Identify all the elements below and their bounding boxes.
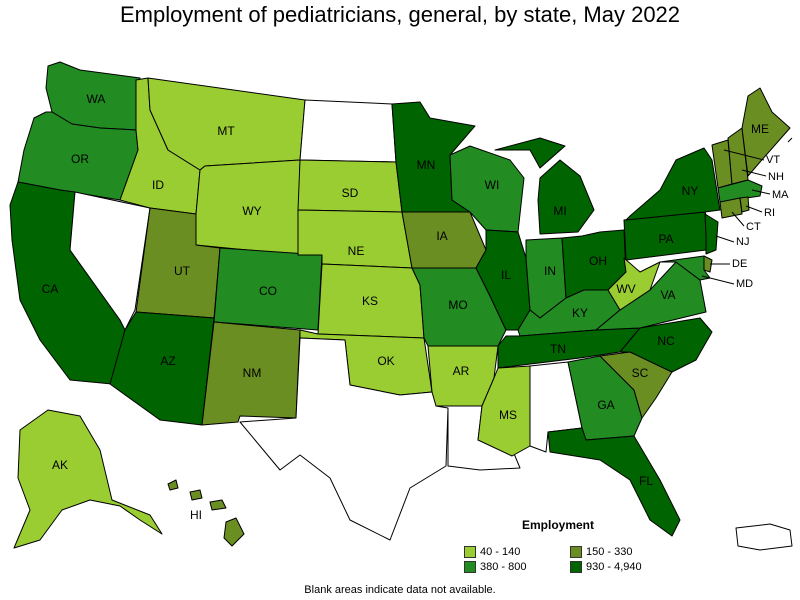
state-MI[interactable]: [494, 137, 595, 235]
label-MD: MD: [736, 278, 753, 290]
label-MT: MT: [217, 124, 235, 138]
label-CA: CA: [42, 282, 59, 296]
label-NH: NH: [768, 171, 784, 183]
leader-VT: [723, 149, 765, 161]
label-SD: SD: [342, 186, 359, 200]
label-VT: VT: [766, 154, 780, 166]
label-AR: AR: [453, 364, 470, 378]
label-NE: NE: [348, 244, 365, 258]
label-MI: MI: [553, 204, 566, 218]
label-MO: MO: [448, 298, 467, 312]
leader-MA: [751, 189, 771, 195]
state-PR[interactable]: [735, 523, 793, 551]
label-RI: RI: [764, 207, 775, 219]
label-NJ: NJ: [736, 236, 749, 248]
label-ID: ID: [152, 178, 164, 192]
leader-ME-small: [787, 137, 793, 143]
leader-MD: [701, 275, 735, 285]
label-KY: KY: [572, 306, 588, 320]
data-availability-note: Blank areas indicate data not available.: [304, 584, 496, 596]
label-KS: KS: [362, 294, 378, 308]
state-ME[interactable]: [741, 87, 791, 177]
leader-NJ: [715, 235, 735, 243]
label-VA: VA: [660, 288, 675, 302]
legend-item-1: 40 - 140: [464, 546, 520, 558]
legend-swatch-4: [570, 561, 582, 573]
label-AK: AK: [52, 458, 68, 472]
label-NC: NC: [657, 334, 675, 348]
label-WV: WV: [616, 282, 635, 296]
legend-swatch-1: [464, 546, 476, 558]
label-CO: CO: [259, 284, 277, 298]
label-MS: MS: [499, 408, 517, 422]
state-AK[interactable]: [13, 409, 163, 549]
label-WI: WI: [485, 178, 500, 192]
label-PA: PA: [658, 232, 673, 246]
state-IL[interactable]: [475, 229, 531, 331]
legend-item-3: 380 - 800: [464, 561, 526, 573]
label-SC: SC: [632, 366, 649, 380]
label-OK: OK: [377, 354, 394, 368]
label-NY: NY: [682, 184, 699, 198]
state-WV[interactable]: [607, 257, 661, 311]
label-FL: FL: [639, 474, 653, 488]
legend-label-3: 380 - 800: [480, 561, 527, 573]
state-HI[interactable]: [167, 479, 245, 547]
label-NM: NM: [243, 366, 262, 380]
state-NJ[interactable]: [704, 213, 719, 255]
legend-label-4: 930 - 4,940: [586, 561, 642, 573]
label-OH: OH: [589, 254, 607, 268]
state-MA[interactable]: [717, 179, 763, 203]
legend-item-4: 930 - 4,940: [570, 561, 642, 573]
state-CT[interactable]: [719, 197, 743, 219]
leader-NH: [741, 169, 767, 177]
legend-item-2: 150 - 330: [570, 546, 632, 558]
label-MA: MA: [772, 189, 789, 201]
label-MN: MN: [417, 158, 436, 172]
leader-RI: [745, 205, 763, 213]
legend-swatch-3: [464, 561, 476, 573]
state-TX[interactable]: [239, 337, 449, 541]
label-CT: CT: [746, 221, 761, 233]
label-OR: OR: [71, 152, 89, 166]
label-TN: TN: [550, 342, 566, 356]
label-UT: UT: [174, 264, 191, 278]
state-NC[interactable]: [619, 317, 713, 373]
page-title: Employment of pediatricians, general, by…: [119, 2, 681, 27]
label-IL: IL: [501, 268, 511, 282]
legend-swatch-2: [570, 546, 582, 558]
label-DE: DE: [732, 258, 747, 270]
state-AZ[interactable]: [109, 311, 215, 426]
state-FL[interactable]: [547, 427, 681, 537]
label-GA: GA: [597, 398, 614, 412]
state-ND[interactable]: [299, 99, 397, 163]
label-WY: WY: [242, 204, 261, 218]
label-AZ: AZ: [160, 354, 175, 368]
label-WA: WA: [87, 92, 106, 106]
state-NY[interactable]: [625, 147, 721, 221]
label-ME: ME: [751, 122, 769, 136]
leader-CT: [731, 211, 745, 227]
legend-label-1: 40 - 140: [480, 546, 521, 558]
label-IN: IN: [544, 264, 556, 278]
legend-title: Employment: [522, 518, 595, 532]
legend-label-2: 150 - 330: [586, 546, 633, 558]
label-IA: IA: [436, 229, 447, 243]
state-RI[interactable]: [739, 196, 750, 213]
label-HI: HI: [190, 508, 202, 522]
